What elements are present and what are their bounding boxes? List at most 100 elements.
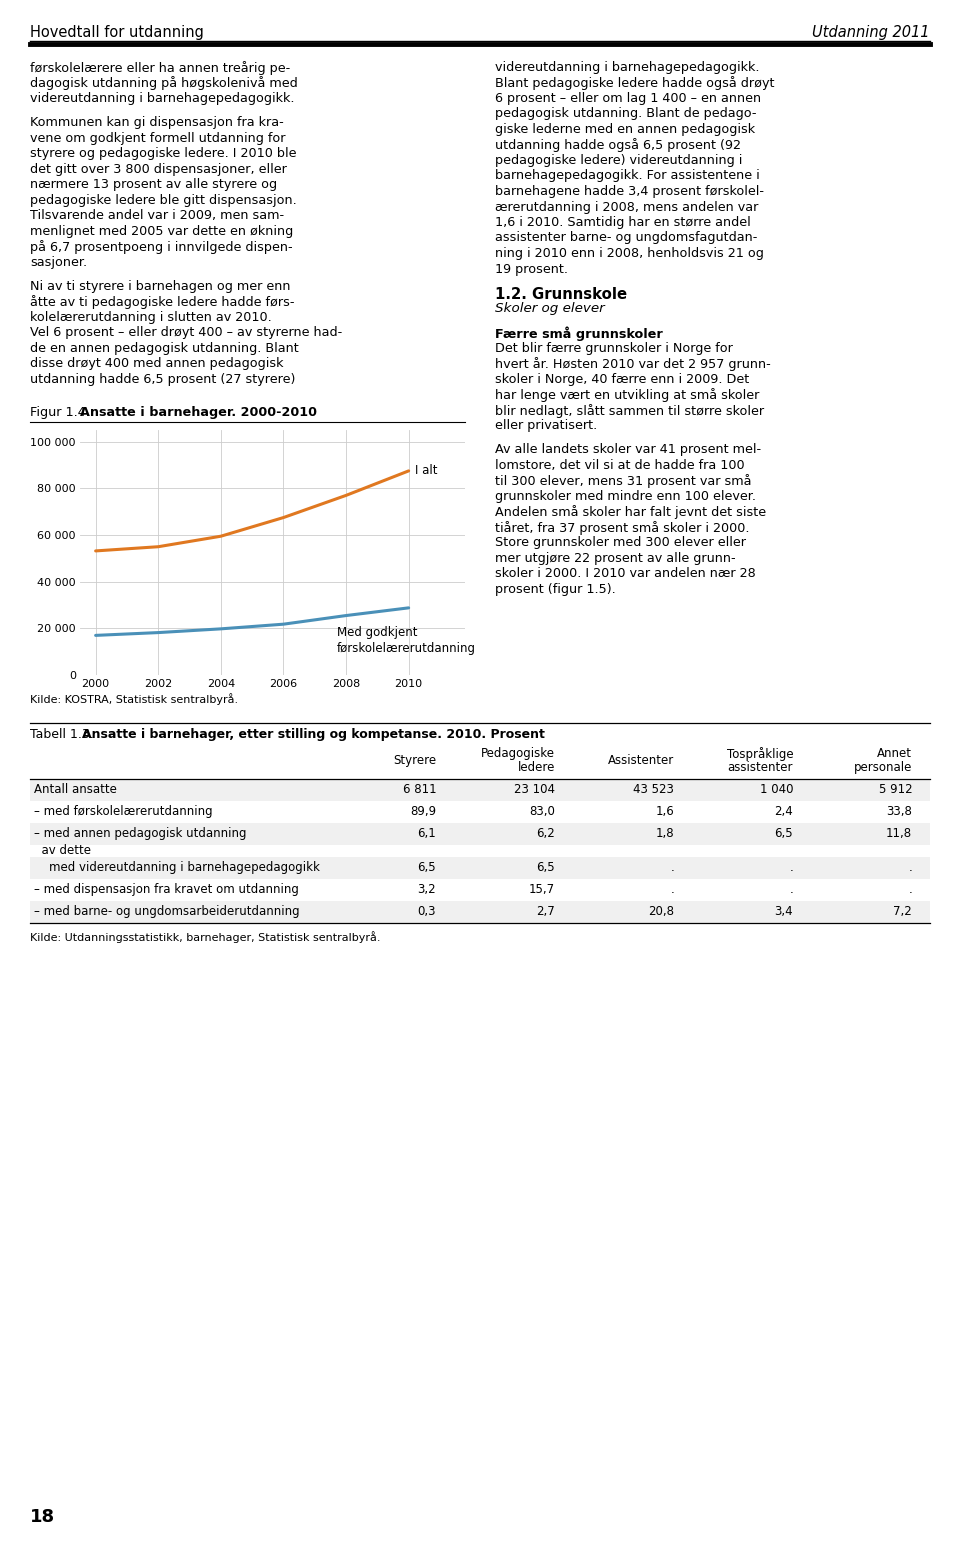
Text: disse drøyt 400 med annen pedagogisk: disse drøyt 400 med annen pedagogisk <box>30 357 283 371</box>
Text: 1,8: 1,8 <box>656 827 674 839</box>
Text: Ni av ti styrere i barnehagen og mer enn: Ni av ti styrere i barnehagen og mer enn <box>30 280 291 292</box>
Text: videreutdanning i barnehagepedagogikk.: videreutdanning i barnehagepedagogikk. <box>30 93 295 105</box>
Text: 11,8: 11,8 <box>886 827 912 839</box>
Text: ærerutdanning i 2008, mens andelen var: ærerutdanning i 2008, mens andelen var <box>495 201 758 213</box>
Bar <box>30 901 930 922</box>
Text: 43 523: 43 523 <box>634 783 674 796</box>
Text: sasjoner.: sasjoner. <box>30 255 87 269</box>
Text: Styrere: Styrere <box>393 754 436 766</box>
Text: 15,7: 15,7 <box>529 882 555 896</box>
Text: Figur 1.4.: Figur 1.4. <box>30 406 90 419</box>
Text: pedagogiske ledere ble gitt dispensasjon.: pedagogiske ledere ble gitt dispensasjon… <box>30 193 297 207</box>
Text: 5 912: 5 912 <box>878 783 912 796</box>
Text: pedagogiske ledere) videreutdanning i: pedagogiske ledere) videreutdanning i <box>495 154 742 167</box>
Text: utdanning hadde også 6,5 prosent (92: utdanning hadde også 6,5 prosent (92 <box>495 139 741 153</box>
Text: 3,2: 3,2 <box>418 882 436 896</box>
Text: Blant pedagogiske ledere hadde også drøyt: Blant pedagogiske ledere hadde også drøy… <box>495 77 775 91</box>
Text: Vel 6 prosent – eller drøyt 400 – av styrerne had-: Vel 6 prosent – eller drøyt 400 – av sty… <box>30 326 343 338</box>
Text: 83,0: 83,0 <box>529 805 555 817</box>
Text: 19 prosent.: 19 prosent. <box>495 263 568 275</box>
Text: dagogisk utdanning på høgskolenivå med: dagogisk utdanning på høgskolenivå med <box>30 77 298 91</box>
Text: 6,1: 6,1 <box>418 827 436 839</box>
Text: Ansatte i barnehager, etter stilling og kompetanse. 2010. Prosent: Ansatte i barnehager, etter stilling og … <box>82 728 545 742</box>
Text: 6,5: 6,5 <box>418 861 436 873</box>
Text: førskolelærere eller ha annen treårig pe-: førskolelærere eller ha annen treårig pe… <box>30 60 290 76</box>
Text: 3,4: 3,4 <box>775 904 793 918</box>
Text: – med barne- og ungdomsarbeiderutdanning: – med barne- og ungdomsarbeiderutdanning <box>34 904 300 918</box>
Text: skoler i 2000. I 2010 var andelen nær 28: skoler i 2000. I 2010 var andelen nær 28 <box>495 567 756 579</box>
Text: 6 811: 6 811 <box>402 783 436 796</box>
Text: Store grunnskoler med 300 elever eller: Store grunnskoler med 300 elever eller <box>495 536 746 548</box>
Text: Assistenter: Assistenter <box>608 754 674 766</box>
Text: blir nedlagt, slått sammen til større skoler: blir nedlagt, slått sammen til større sk… <box>495 403 764 417</box>
Text: de en annen pedagogisk utdanning. Blant: de en annen pedagogisk utdanning. Blant <box>30 341 299 354</box>
Bar <box>30 779 930 800</box>
Text: 89,9: 89,9 <box>410 805 436 817</box>
Text: ledere: ledere <box>517 762 555 774</box>
Text: har lenge vært en utvikling at små skoler: har lenge vært en utvikling at små skole… <box>495 388 759 402</box>
Text: videreutdanning i barnehagepedagogikk.: videreutdanning i barnehagepedagogikk. <box>495 60 759 74</box>
Text: 1.2. Grunnskole: 1.2. Grunnskole <box>495 286 627 301</box>
Text: Kilde: KOSTRA, Statistisk sentralbyrå.: Kilde: KOSTRA, Statistisk sentralbyrå. <box>30 694 238 705</box>
Text: 0,3: 0,3 <box>418 904 436 918</box>
Text: 18: 18 <box>30 1508 55 1526</box>
Text: pedagogisk utdanning. Blant de pedago-: pedagogisk utdanning. Blant de pedago- <box>495 108 756 121</box>
Text: mer utgjøre 22 prosent av alle grunn-: mer utgjøre 22 prosent av alle grunn- <box>495 552 735 564</box>
Text: .: . <box>908 861 912 873</box>
Text: 2,7: 2,7 <box>537 904 555 918</box>
Text: ning i 2010 enn i 2008, henholdsvis 21 og: ning i 2010 enn i 2008, henholdsvis 21 o… <box>495 247 764 260</box>
Bar <box>30 823 930 845</box>
Text: grunnskoler med mindre enn 100 elever.: grunnskoler med mindre enn 100 elever. <box>495 490 756 502</box>
Text: Med godkjent
førskolelærerutdanning: Med godkjent førskolelærerutdanning <box>337 626 475 655</box>
Text: – med førskolelærerutdanning: – med førskolelærerutdanning <box>34 805 212 817</box>
Text: .: . <box>789 882 793 896</box>
Text: – med dispensasjon fra kravet om utdanning: – med dispensasjon fra kravet om utdanni… <box>34 882 299 896</box>
Text: barnehagene hadde 3,4 prosent førskolel-: barnehagene hadde 3,4 prosent førskolel- <box>495 185 764 198</box>
Text: Kommunen kan gi dispensasjon fra kra-: Kommunen kan gi dispensasjon fra kra- <box>30 116 284 130</box>
Text: I alt: I alt <box>415 465 438 477</box>
Text: lomstore, det vil si at de hadde fra 100: lomstore, det vil si at de hadde fra 100 <box>495 459 745 471</box>
Text: Skoler og elever: Skoler og elever <box>495 301 605 315</box>
Text: 2,4: 2,4 <box>775 805 793 817</box>
Text: Andelen små skoler har falt jevnt det siste: Andelen små skoler har falt jevnt det si… <box>495 505 766 519</box>
Text: 1,6 i 2010. Samtidig har en større andel: 1,6 i 2010. Samtidig har en større andel <box>495 216 751 229</box>
Text: skoler i Norge, 40 færre enn i 2009. Det: skoler i Norge, 40 færre enn i 2009. Det <box>495 372 749 386</box>
Text: 6 prosent – eller om lag 1 400 – en annen: 6 prosent – eller om lag 1 400 – en anne… <box>495 93 761 105</box>
Text: Færre små grunnskoler: Færre små grunnskoler <box>495 326 662 340</box>
Text: prosent (figur 1.5).: prosent (figur 1.5). <box>495 582 615 595</box>
Text: styrere og pedagogiske ledere. I 2010 ble: styrere og pedagogiske ledere. I 2010 bl… <box>30 147 297 161</box>
Text: Tabell 1.3.: Tabell 1.3. <box>30 728 94 742</box>
Text: .: . <box>670 861 674 873</box>
Text: 33,8: 33,8 <box>886 805 912 817</box>
Text: hvert år. Høsten 2010 var det 2 957 grunn-: hvert år. Høsten 2010 var det 2 957 grun… <box>495 357 771 371</box>
Text: det gitt over 3 800 dispensasjoner, eller: det gitt over 3 800 dispensasjoner, elle… <box>30 162 287 176</box>
Text: 20,8: 20,8 <box>648 904 674 918</box>
Text: 6,5: 6,5 <box>537 861 555 873</box>
Text: Pedagogiske: Pedagogiske <box>481 748 555 760</box>
Text: Hovedtall for utdanning: Hovedtall for utdanning <box>30 25 204 40</box>
Text: til 300 elever, mens 31 prosent var små: til 300 elever, mens 31 prosent var små <box>495 474 752 488</box>
Text: Annet: Annet <box>877 748 912 760</box>
Text: menlignet med 2005 var dette en økning: menlignet med 2005 var dette en økning <box>30 224 293 238</box>
Text: Tospråklige: Tospråklige <box>727 748 793 762</box>
Text: 23 104: 23 104 <box>515 783 555 796</box>
Text: nærmere 13 prosent av alle styrere og: nærmere 13 prosent av alle styrere og <box>30 178 277 192</box>
Text: 6,2: 6,2 <box>537 827 555 839</box>
Text: på 6,7 prosentpoeng i innvilgede dispen-: på 6,7 prosentpoeng i innvilgede dispen- <box>30 239 293 253</box>
Text: Utdanning 2011: Utdanning 2011 <box>812 25 930 40</box>
Text: assistenter barne- og ungdomsfagutdan-: assistenter barne- og ungdomsfagutdan- <box>495 232 757 244</box>
Text: eller privatisert.: eller privatisert. <box>495 419 597 433</box>
Text: utdanning hadde 6,5 prosent (27 styrere): utdanning hadde 6,5 prosent (27 styrere) <box>30 372 296 386</box>
Text: giske lederne med en annen pedagogisk: giske lederne med en annen pedagogisk <box>495 124 756 136</box>
Text: av dette: av dette <box>34 844 91 856</box>
Text: Ansatte i barnehager. 2000-2010: Ansatte i barnehager. 2000-2010 <box>80 406 317 419</box>
Text: Kilde: Utdanningsstatistikk, barnehager, Statistisk sentralbyrå.: Kilde: Utdanningsstatistikk, barnehager,… <box>30 932 380 942</box>
Text: assistenter: assistenter <box>728 762 793 774</box>
Text: barnehagepedagogikk. For assistentene i: barnehagepedagogikk. For assistentene i <box>495 170 759 182</box>
Text: Av alle landets skoler var 41 prosent mel-: Av alle landets skoler var 41 prosent me… <box>495 443 761 456</box>
Text: .: . <box>789 861 793 873</box>
Text: vene om godkjent formell utdanning for: vene om godkjent formell utdanning for <box>30 131 285 145</box>
Text: kolelærerutdanning i slutten av 2010.: kolelærerutdanning i slutten av 2010. <box>30 311 272 323</box>
Text: åtte av ti pedagogiske ledere hadde førs-: åtte av ti pedagogiske ledere hadde førs… <box>30 295 295 309</box>
Text: tiåret, fra 37 prosent små skoler i 2000.: tiåret, fra 37 prosent små skoler i 2000… <box>495 521 750 535</box>
